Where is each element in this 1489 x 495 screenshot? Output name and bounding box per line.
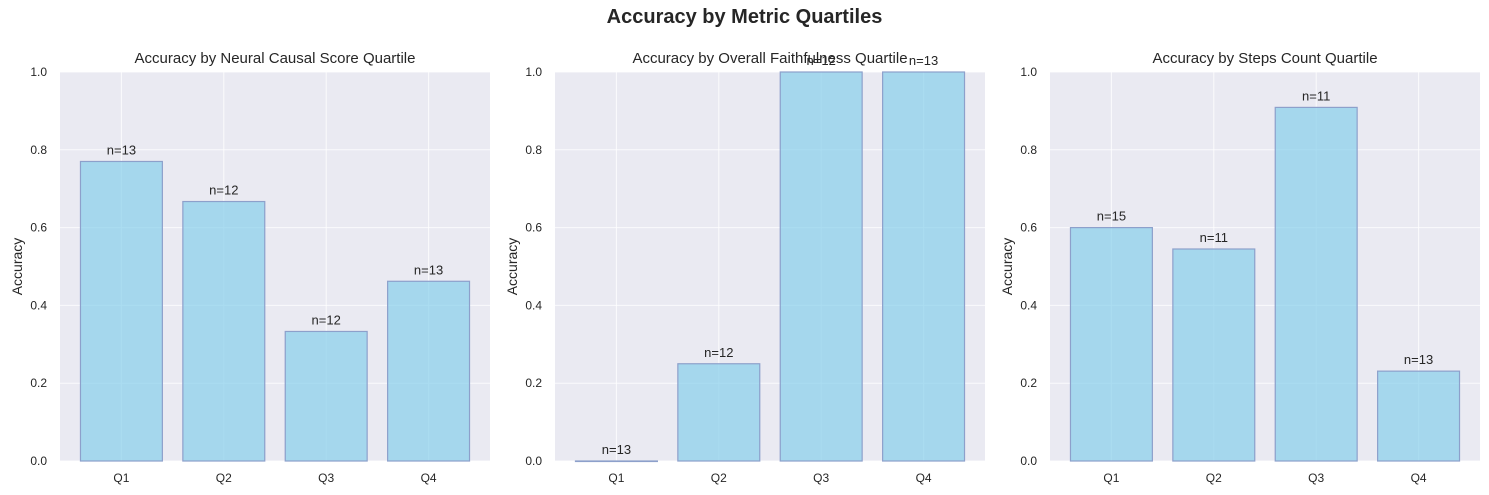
x-tick-label: Q4 bbox=[421, 471, 437, 485]
y-tick-label: 0.6 bbox=[1020, 221, 1037, 235]
bar-count-label: n=12 bbox=[704, 345, 733, 360]
x-tick-label: Q2 bbox=[711, 471, 727, 485]
x-tick-label: Q2 bbox=[216, 471, 232, 485]
bar-q2 bbox=[182, 200, 266, 462]
y-tick-label: 1.0 bbox=[1020, 65, 1037, 79]
y-tick-label: 0.2 bbox=[525, 376, 542, 390]
y-tick-label: 0.0 bbox=[30, 454, 47, 468]
y-tick-label: 0.6 bbox=[525, 221, 542, 235]
bar-count-label: n=13 bbox=[107, 142, 136, 157]
figure-title: Accuracy by Metric Quartiles bbox=[606, 6, 883, 28]
y-tick-label: 0.0 bbox=[1020, 454, 1037, 468]
chart-title: Accuracy by Neural Causal Score Quartile bbox=[135, 50, 416, 67]
y-tick-label: 0.2 bbox=[30, 376, 47, 390]
y-tick-label: 0.8 bbox=[1020, 143, 1037, 157]
y-axis-label: Accuracy bbox=[9, 238, 25, 296]
y-tick-label: 0.2 bbox=[1020, 376, 1037, 390]
bar-q3 bbox=[1274, 106, 1358, 462]
y-axis-label: Accuracy bbox=[504, 238, 520, 296]
x-tick-label: Q3 bbox=[813, 471, 829, 485]
x-tick-label: Q1 bbox=[1103, 471, 1119, 485]
y-tick-label: 1.0 bbox=[525, 65, 542, 79]
y-tick-label: 0.6 bbox=[30, 221, 47, 235]
y-axis-label: Accuracy bbox=[999, 238, 1015, 296]
chart-title: Accuracy by Steps Count Quartile bbox=[1152, 50, 1377, 67]
bar-q2 bbox=[677, 363, 761, 462]
y-tick-label: 0.4 bbox=[1020, 298, 1037, 312]
bar-count-label: n=13 bbox=[414, 262, 443, 277]
chart-panel-3: 0.0 0.2 0.4 0.6 0.8 1.0 n=15 Q1 n=11 Q2 n=11 Q3 n=13… bbox=[999, 50, 1480, 485]
bar-q4 bbox=[387, 280, 471, 462]
bar-count-label: n=13 bbox=[602, 442, 631, 457]
y-tick-label: 0.4 bbox=[30, 298, 47, 312]
y-tick-label: 0.8 bbox=[525, 143, 542, 157]
bar-q1 bbox=[574, 460, 658, 463]
y-tick-label: 0.8 bbox=[30, 143, 47, 157]
bar-q3 bbox=[779, 71, 863, 462]
x-tick-label: Q1 bbox=[113, 471, 129, 485]
bar-count-label: n=11 bbox=[1200, 230, 1228, 245]
bar-count-label: n=13 bbox=[909, 53, 938, 68]
y-tick-label: 1.0 bbox=[30, 65, 47, 79]
bar-count-label: n=11 bbox=[1302, 88, 1330, 103]
bar-q4 bbox=[1377, 370, 1461, 462]
x-tick-label: Q1 bbox=[608, 471, 624, 485]
x-tick-label: Q4 bbox=[916, 471, 932, 485]
y-tick-label: 0.0 bbox=[525, 454, 542, 468]
x-tick-label: Q4 bbox=[1411, 471, 1427, 485]
chart-title: Accuracy by Overall Faithfulness Quartil… bbox=[632, 50, 907, 67]
y-tick-label: 0.4 bbox=[525, 298, 542, 312]
chart-panel-2: 0.0 0.2 0.4 0.6 0.8 1.0 n=13 Q1 n=12 Q2 n=12 Q3 n=13… bbox=[504, 50, 985, 485]
x-tick-label: Q3 bbox=[1308, 471, 1324, 485]
bar-count-label: n=13 bbox=[1404, 352, 1433, 367]
bar-q1 bbox=[1069, 227, 1153, 462]
bar-q2 bbox=[1172, 248, 1256, 462]
bar-q4 bbox=[882, 71, 966, 462]
bar-count-label: n=12 bbox=[209, 183, 238, 198]
chart-panel-1: 0.0 0.2 0.4 0.6 0.8 1.0 n=13 Q1 n=12 Q2 n=12 Q3 n=13… bbox=[9, 50, 490, 485]
x-tick-label: Q3 bbox=[318, 471, 334, 485]
x-tick-label: Q2 bbox=[1206, 471, 1222, 485]
bar-q3 bbox=[284, 330, 368, 462]
bar-q1 bbox=[79, 160, 163, 462]
bar-count-label: n=12 bbox=[312, 312, 341, 327]
bar-count-label: n=12 bbox=[807, 53, 836, 68]
bar-count-label: n=15 bbox=[1097, 209, 1126, 224]
